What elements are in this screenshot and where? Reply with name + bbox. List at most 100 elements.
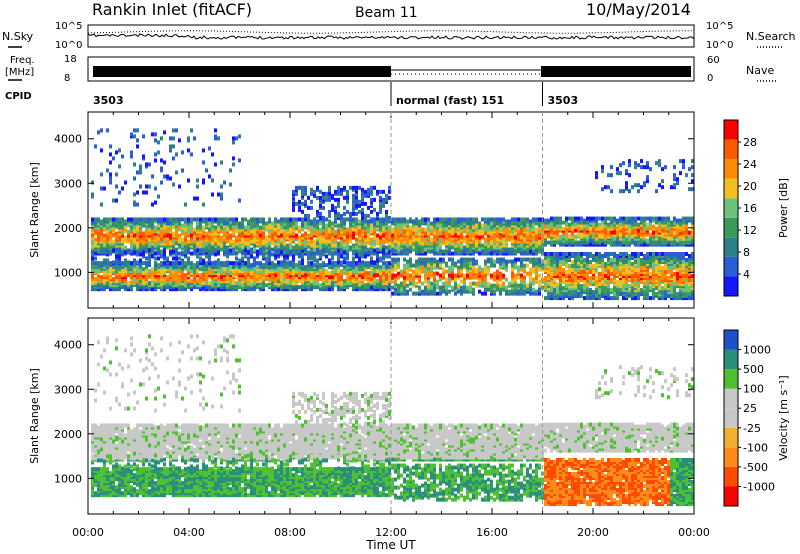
echo-cell xyxy=(154,283,157,288)
echo-cell xyxy=(154,245,157,250)
echo-cell xyxy=(163,243,166,248)
echo-cell xyxy=(574,240,577,245)
echo-cell xyxy=(226,275,229,280)
echo-cell xyxy=(313,193,316,198)
echo-cell xyxy=(502,245,505,250)
echo-cell xyxy=(370,256,373,261)
echo-cell xyxy=(364,219,367,224)
echo-cell xyxy=(94,271,97,276)
echo-cell xyxy=(217,271,220,276)
echo-cell xyxy=(277,219,280,224)
echo-cell xyxy=(181,245,184,250)
echo-cell xyxy=(454,287,457,292)
echo-cell xyxy=(556,216,559,221)
echo-cell xyxy=(151,267,154,272)
echo-cell xyxy=(190,223,193,228)
echo-cell xyxy=(454,281,457,286)
echo-cell xyxy=(292,219,295,224)
echo-cell xyxy=(364,201,367,206)
echo-cell xyxy=(307,241,310,246)
echo-cell xyxy=(436,225,439,230)
echo-cell xyxy=(406,283,409,288)
echo-cell xyxy=(358,252,361,257)
echo-cell xyxy=(583,278,586,283)
echo-cell xyxy=(169,146,172,151)
echo-cell xyxy=(532,267,535,272)
echo-cell xyxy=(379,279,382,284)
echo-cell xyxy=(313,281,316,286)
echo-cell xyxy=(499,283,502,288)
echo-cell xyxy=(559,270,562,275)
echo-cell xyxy=(439,239,442,244)
echo-cell xyxy=(448,289,451,294)
echo-cell xyxy=(334,271,337,276)
echo-cell xyxy=(379,235,382,240)
echo-cell xyxy=(319,233,322,238)
echo-cell xyxy=(445,219,448,224)
echo-cell xyxy=(211,251,214,256)
echo-cell xyxy=(229,267,232,272)
echo-cell xyxy=(283,221,286,226)
echo-cell xyxy=(301,219,304,224)
echo-cell xyxy=(412,247,415,252)
echo-cell xyxy=(550,230,553,235)
echo-cell xyxy=(520,261,523,266)
echo-cell xyxy=(523,221,526,226)
echo-cell xyxy=(103,235,106,240)
echo-cell xyxy=(94,279,97,284)
echo-cell xyxy=(505,289,508,294)
echo-cell xyxy=(103,186,106,191)
echo-cell xyxy=(367,250,370,255)
echo-cell xyxy=(364,231,367,236)
echo-cell xyxy=(94,223,97,228)
echo-cell xyxy=(274,245,277,250)
echo-cell xyxy=(253,241,256,246)
echo-cell xyxy=(289,243,292,248)
echo-cell xyxy=(478,251,481,256)
echo-cell xyxy=(379,189,382,194)
echo-cell xyxy=(520,273,523,278)
echo-cell xyxy=(514,221,517,226)
echo-cell xyxy=(316,258,319,263)
echo-cell xyxy=(451,261,454,266)
echo-cell xyxy=(424,261,427,266)
echo-cell xyxy=(130,285,133,290)
echo-cell xyxy=(496,219,499,224)
echo-cell xyxy=(367,187,370,192)
echo-cell xyxy=(319,254,322,259)
echo-cell xyxy=(577,242,580,247)
echo-cell xyxy=(259,285,262,290)
echo-cell xyxy=(349,245,352,250)
echo-cell xyxy=(223,273,226,278)
echo-cell xyxy=(337,287,340,292)
echo-cell xyxy=(142,261,145,266)
echo-cell xyxy=(559,236,562,241)
echo-cell xyxy=(340,227,343,232)
echo-cell xyxy=(562,270,565,275)
echo-cell xyxy=(157,283,160,288)
echo-cell xyxy=(154,217,157,222)
echo-cell xyxy=(286,217,289,222)
echo-cell xyxy=(307,237,310,242)
echo-cell xyxy=(481,235,484,240)
echo-cell xyxy=(268,241,271,246)
echo-cell xyxy=(322,195,325,200)
echo-cell xyxy=(379,247,382,252)
echo-cell xyxy=(316,248,319,253)
echo-cell xyxy=(577,266,580,271)
echo-cell xyxy=(583,282,586,287)
echo-cell xyxy=(472,227,475,232)
echo-cell xyxy=(184,223,187,228)
echo-cell xyxy=(445,227,448,232)
echo-cell xyxy=(292,287,295,292)
echo-cell xyxy=(292,256,295,261)
echo-cell xyxy=(499,227,502,232)
echo-cell xyxy=(319,215,322,220)
echo-cell xyxy=(433,239,436,244)
echo-cell xyxy=(331,231,334,236)
echo-cell xyxy=(391,265,394,270)
echo-cell xyxy=(517,247,520,252)
echo-cell xyxy=(391,227,394,232)
echo-cell xyxy=(268,269,271,274)
echo-cell xyxy=(508,219,511,224)
